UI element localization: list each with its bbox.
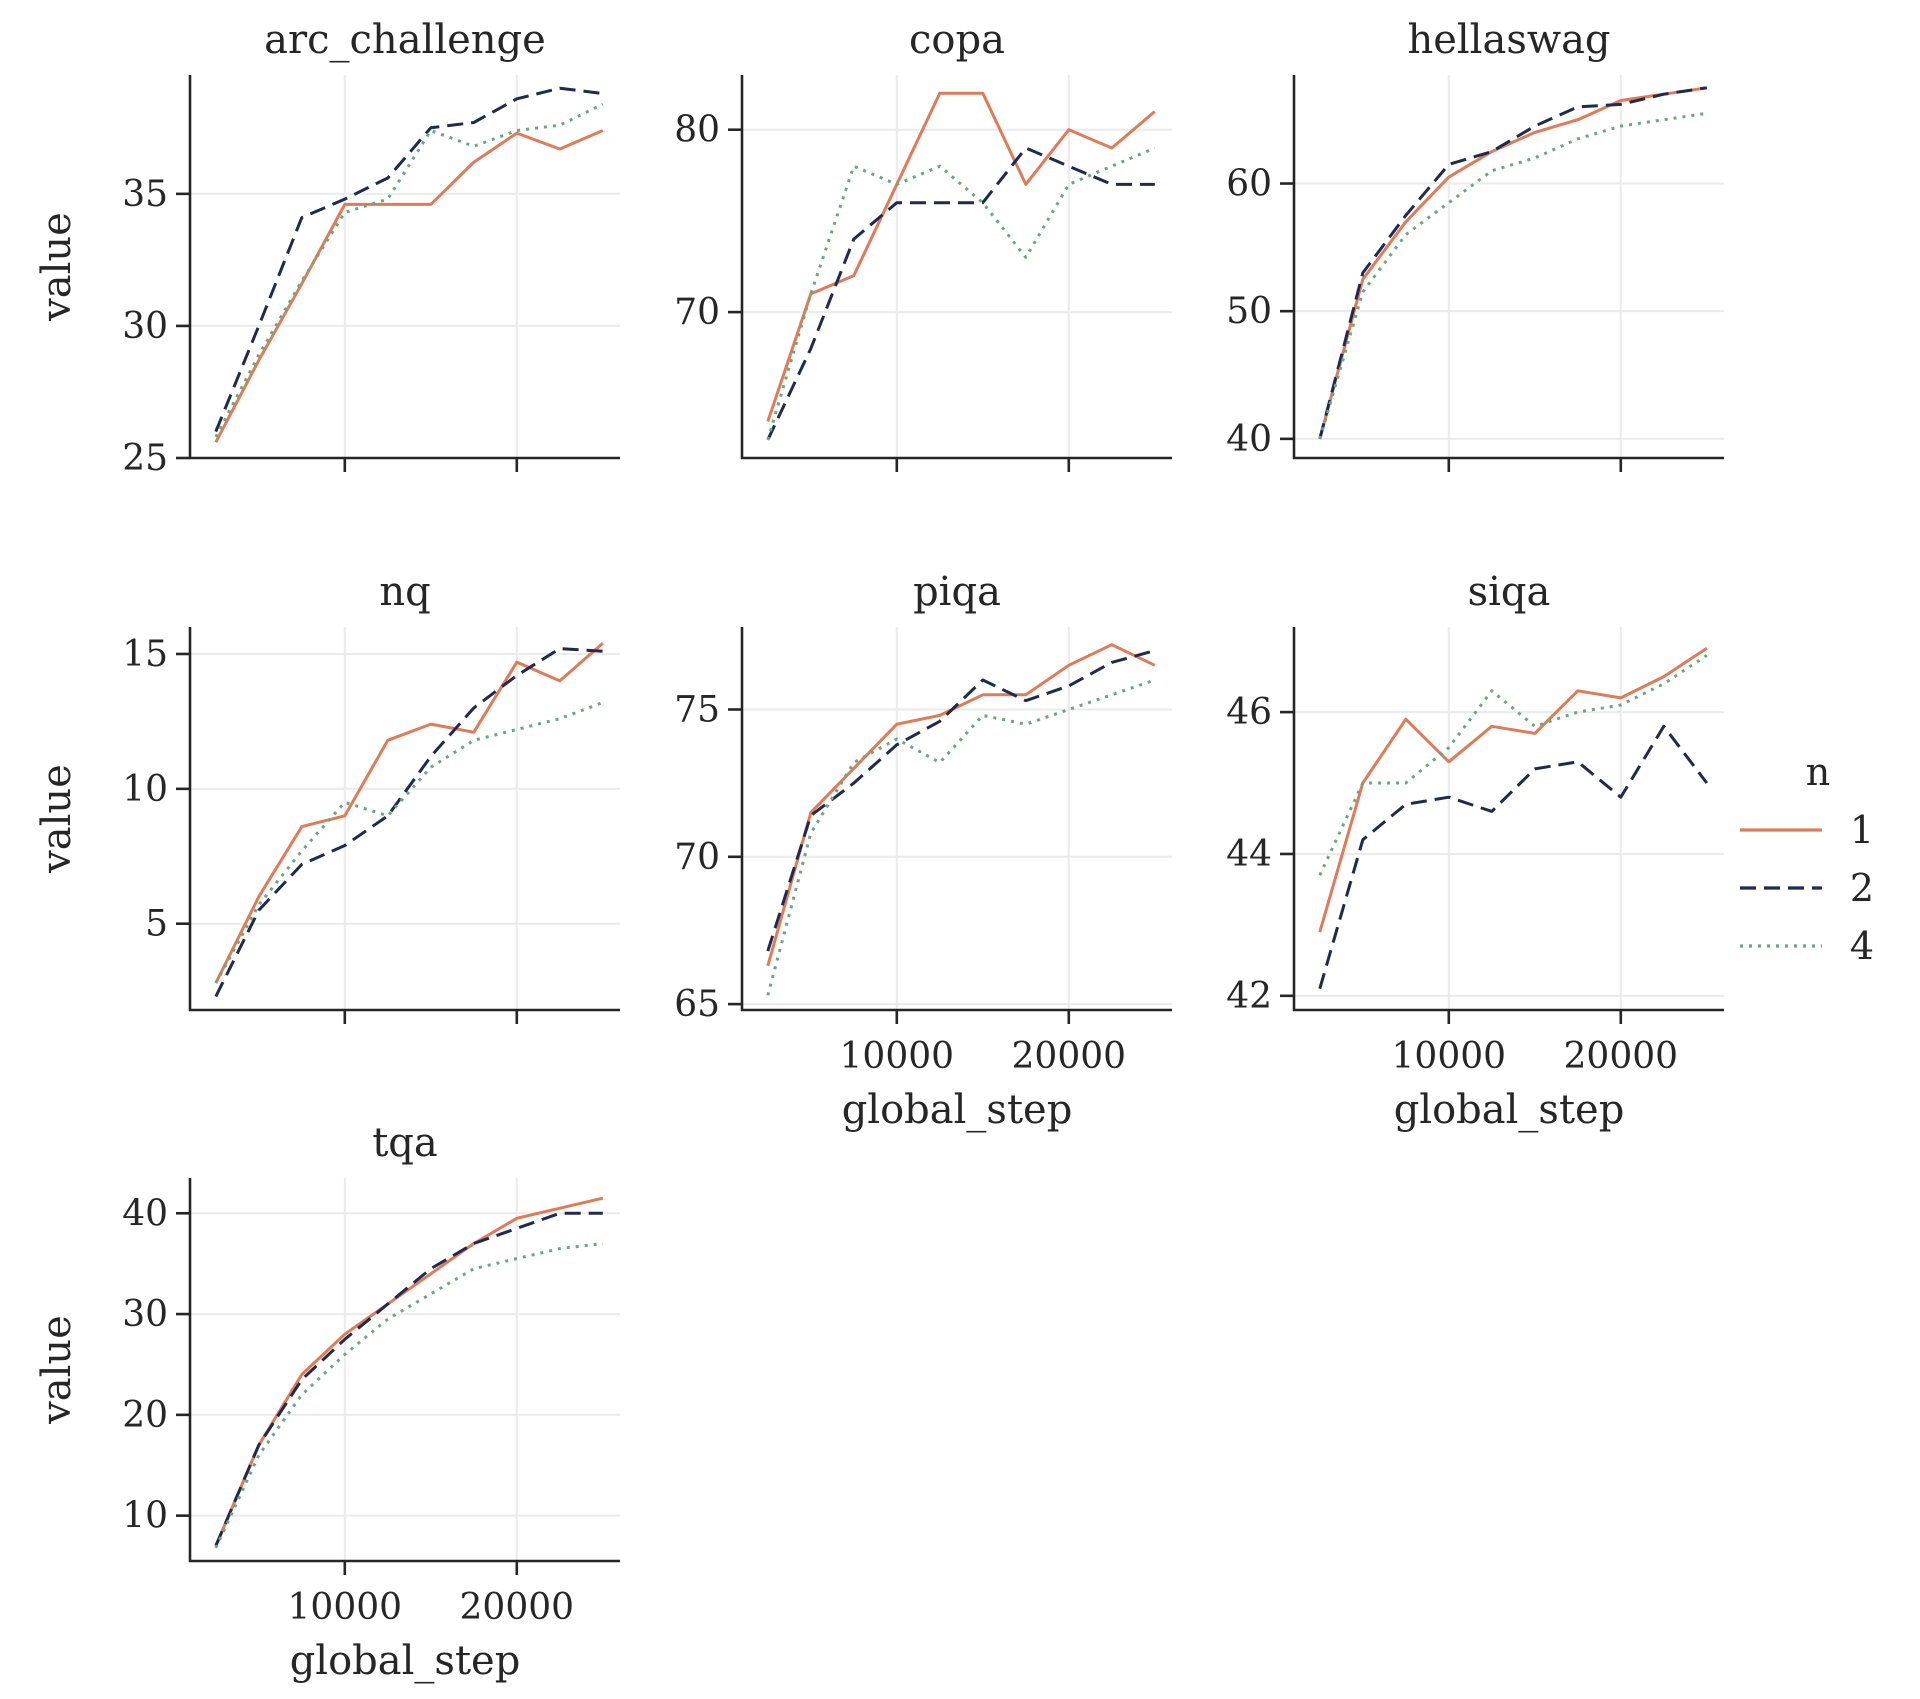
series-line-n-4	[214, 701, 604, 984]
series-line-n-4	[766, 146, 1156, 441]
y-axis-label: value	[34, 1315, 80, 1425]
series-line-n-2	[214, 1211, 603, 1547]
panel-tqa: 10000 20000 10 20 30 40 tqa global_step value	[34, 1120, 620, 1684]
x-axis-label: global_step	[1394, 1087, 1625, 1133]
panel-title: nq	[379, 569, 430, 615]
panel-copa: 70 80 copa	[674, 17, 1172, 472]
series-line-n-2	[766, 146, 1155, 441]
y-tick-label: 80	[674, 110, 720, 151]
series-line-n-1	[766, 91, 1156, 422]
y-tick-label: 30	[122, 1294, 168, 1335]
y-tick-label: 75	[674, 689, 720, 730]
y-axis-label: value	[34, 764, 80, 874]
y-tick-label: 46	[1226, 692, 1272, 733]
panel-hellaswag: 40 50 60 hellaswag	[1226, 17, 1724, 472]
y-axis-label: value	[34, 212, 80, 322]
panel-title: tqa	[372, 1120, 438, 1166]
x-tick-label: 20000	[1564, 1036, 1679, 1077]
panel-title: hellaswag	[1407, 17, 1610, 63]
series-line-n-1	[766, 643, 1156, 967]
y-tick-label: 50	[1226, 291, 1272, 332]
legend-title: n	[1806, 750, 1830, 794]
y-tick-label: 65	[674, 984, 720, 1025]
y-tick-label: 10	[122, 1496, 168, 1537]
panel-title: copa	[909, 17, 1005, 63]
y-tick-label: 10	[122, 769, 168, 810]
legend: n1 2 4	[1740, 750, 1874, 968]
x-tick-label: 10000	[840, 1036, 955, 1077]
series-line-n-2	[766, 649, 1156, 952]
series-line-n-2	[214, 647, 603, 998]
series-line-n-1	[1318, 647, 1708, 933]
legend-label-n-4: 4	[1850, 924, 1874, 968]
series-line-n-2	[1318, 724, 1708, 990]
legend-label-n-2: 2	[1850, 866, 1874, 910]
y-tick-label: 35	[122, 174, 168, 215]
y-tick-label: 15	[122, 634, 168, 675]
y-tick-label: 20	[122, 1395, 168, 1436]
y-tick-label: 40	[1226, 419, 1272, 460]
series-line-n-4	[214, 102, 604, 438]
y-tick-label: 70	[674, 837, 720, 878]
panel-siqa: 10000 20000 42 44 46 siqa global_step	[1226, 569, 1724, 1133]
series-line-n-2	[214, 86, 603, 433]
series-line-n-1	[214, 1196, 604, 1547]
y-tick-label: 70	[674, 292, 720, 333]
y-tick-label: 60	[1226, 164, 1272, 205]
y-tick-label: 42	[1226, 976, 1272, 1017]
series-line-n-1	[214, 129, 604, 443]
x-axis-label: global_step	[842, 1087, 1073, 1133]
panel-piqa: 10000 20000 65 70 75 piqa global_step	[674, 569, 1172, 1133]
series-line-n-4	[214, 1242, 603, 1549]
x-tick-label: 20000	[1012, 1036, 1127, 1077]
y-tick-label: 30	[122, 306, 168, 347]
x-axis-label: global_step	[290, 1638, 521, 1684]
y-tick-label: 5	[145, 904, 168, 945]
x-tick-label: 10000	[1392, 1036, 1507, 1077]
panel-title: piqa	[913, 569, 1001, 615]
series-line-n-1	[1318, 86, 1708, 440]
legend-label-n-1: 1	[1850, 808, 1874, 852]
x-tick-label: 10000	[288, 1587, 403, 1628]
panel-nq: 5 10 15 nq value	[34, 569, 620, 1024]
y-tick-label: 44	[1226, 834, 1272, 875]
y-tick-label: 25	[122, 438, 168, 479]
series-line-n-1	[214, 642, 604, 984]
panel-title: siqa	[1468, 569, 1551, 615]
series-line-n-4	[1318, 111, 1708, 440]
panel-title: arc_challenge	[264, 17, 546, 63]
series-line-n-4	[766, 678, 1156, 996]
series-line-n-2	[1318, 86, 1708, 440]
x-tick-label: 20000	[460, 1587, 575, 1628]
y-tick-label: 40	[122, 1193, 168, 1234]
series-line-n-4	[1318, 654, 1708, 876]
